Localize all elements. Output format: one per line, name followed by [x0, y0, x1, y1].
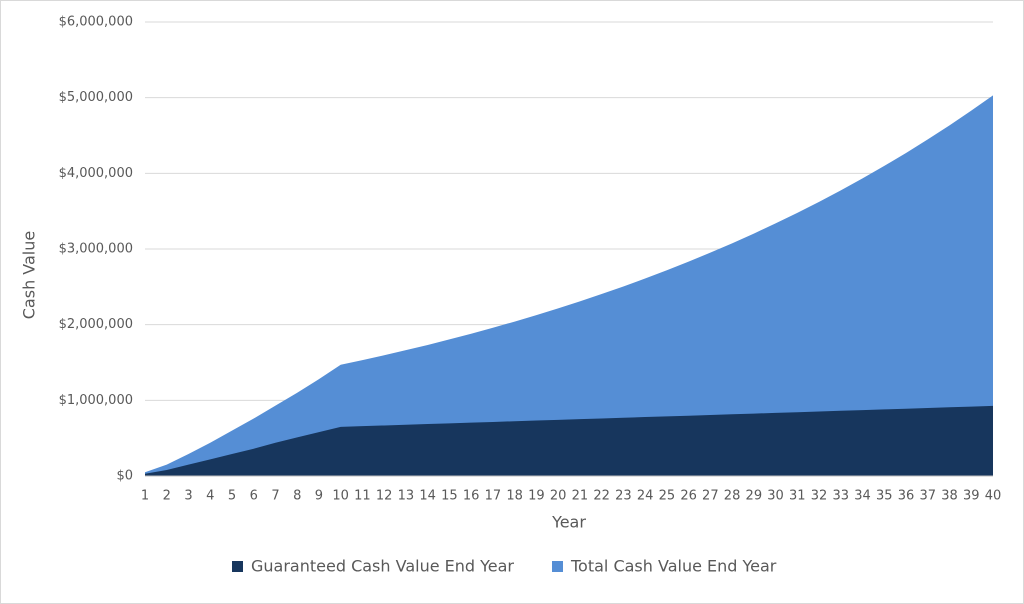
x-tick-label: 24 [637, 489, 654, 504]
area [145, 405, 993, 476]
x-axis-title: Year [551, 513, 586, 532]
legend-label: Total Cash Value End Year [570, 557, 777, 576]
x-tick-label: 28 [724, 489, 741, 504]
x-tick-label: 27 [702, 489, 719, 504]
legend-label: Guaranteed Cash Value End Year [251, 557, 514, 576]
area [145, 95, 993, 476]
x-tick-label: 35 [876, 489, 893, 504]
x-tick-label: 25 [659, 489, 676, 504]
y-tick-label: $4,000,000 [59, 166, 133, 181]
x-tick-label: 15 [441, 489, 458, 504]
y-tick-label: $1,000,000 [59, 393, 133, 408]
x-tick-label: 36 [898, 489, 915, 504]
y-tick-label: $0 [116, 469, 133, 484]
x-tick-label: 9 [315, 489, 323, 504]
y-tick-label: $2,000,000 [59, 317, 133, 332]
legend-swatch [552, 561, 563, 572]
x-tick-label: 19 [528, 489, 545, 504]
x-tick-label: 39 [963, 489, 980, 504]
x-tick-label: 17 [485, 489, 502, 504]
x-tick-label: 8 [293, 489, 301, 504]
x-tick-label: 4 [206, 489, 214, 504]
x-tick-label: 37 [919, 489, 936, 504]
x-tick-label: 11 [354, 489, 371, 504]
x-tick-label: 34 [854, 489, 871, 504]
x-tick-label: 6 [250, 489, 258, 504]
x-tick-label: 18 [506, 489, 523, 504]
x-tick-label: 30 [767, 489, 784, 504]
x-tick-label: 21 [572, 489, 589, 504]
legend-swatch [232, 561, 243, 572]
x-tick-label: 20 [550, 489, 567, 504]
x-tick-label: 32 [811, 489, 828, 504]
x-tick-label: 22 [593, 489, 610, 504]
x-tick-label: 29 [746, 489, 763, 504]
y-tick-label: $6,000,000 [59, 15, 133, 30]
x-tick-label: 7 [271, 489, 279, 504]
x-tick-label: 5 [228, 489, 236, 504]
x-tick-label: 3 [184, 489, 192, 504]
y-tick-label: $5,000,000 [59, 90, 133, 105]
x-tick-label: 12 [376, 489, 393, 504]
x-tick-label: 23 [615, 489, 632, 504]
x-tick-label: 26 [680, 489, 697, 504]
x-tick-label: 31 [789, 489, 806, 504]
x-tick-label: 1 [141, 489, 149, 504]
y-axis-title: Cash Value [20, 231, 39, 319]
labels: $0 $1,000,000 $2,000,000 $3,000,000 $4,000,0… [59, 15, 1002, 576]
plot-area [145, 95, 993, 476]
x-tick-label: 38 [941, 489, 958, 504]
y-tick-label: $3,000,000 [59, 242, 133, 257]
x-tick-label: 2 [163, 489, 171, 504]
x-tick-label: 10 [332, 489, 349, 504]
x-tick-label: 14 [419, 489, 436, 504]
x-tick-label: 13 [398, 489, 415, 504]
x-tick-label: 33 [833, 489, 850, 504]
x-tick-label: 16 [463, 489, 480, 504]
x-tick-label: 40 [985, 489, 1002, 504]
